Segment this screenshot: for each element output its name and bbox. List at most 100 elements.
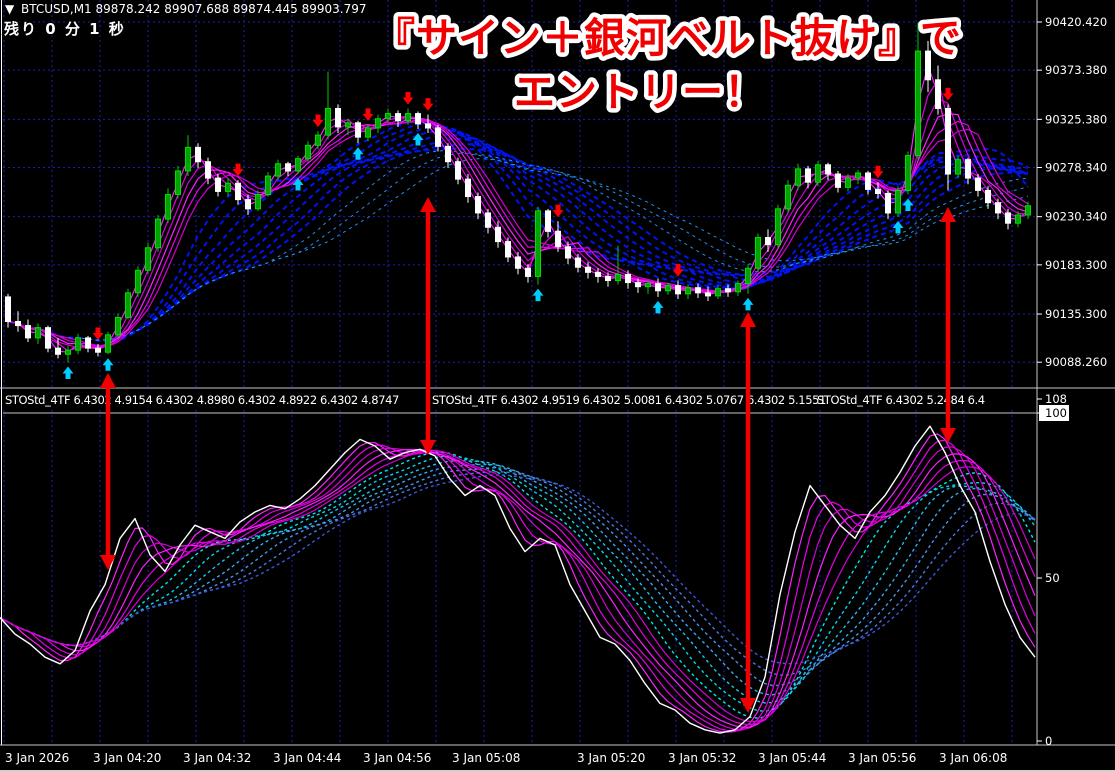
bull-candle	[535, 210, 541, 277]
bear-candle	[285, 163, 291, 172]
bear-candle	[985, 189, 991, 204]
bull-candle	[715, 288, 721, 297]
bear-candle	[475, 196, 481, 214]
bear-candle	[485, 212, 491, 228]
bear-candle	[585, 266, 591, 273]
bull-candle	[35, 327, 41, 339]
overlay-headline-line2: エントリー！	[514, 68, 766, 116]
bear-candle	[5, 296, 11, 322]
stoch-indicator-label-1: STOStd_4TF 6.4302 4.9154 6.4302 4.8980 6…	[5, 393, 399, 407]
bull-candle	[915, 50, 921, 157]
stoch-indicator-label-3: STOStd_4TF 6.4302 5.2484 6.4	[817, 393, 985, 407]
bear-candle	[465, 178, 471, 198]
bear-candle	[355, 122, 361, 138]
candles	[5, 22, 1031, 363]
bear-candle	[395, 113, 401, 122]
bull-candle	[255, 193, 261, 210]
price-axis-label: 90135.300	[1045, 307, 1107, 321]
bear-candle	[595, 271, 601, 277]
bear-candle	[625, 273, 631, 284]
bear-candle	[85, 337, 91, 349]
bull-candle	[375, 118, 381, 129]
time-axis-label: 3 Jan 04:56	[363, 751, 431, 765]
bull-candle	[365, 127, 371, 138]
buy-arrow	[532, 288, 544, 302]
bull-candle	[775, 208, 781, 246]
bear-candle	[695, 287, 701, 294]
annotation-overlay: 『サイン＋銀河ベルト抜け』で エントリー！	[370, 10, 966, 121]
signal-arrows	[62, 87, 954, 379]
bull-candle	[65, 349, 71, 355]
bear-candle	[15, 320, 21, 327]
stoch-axis-label: 0	[1045, 734, 1052, 748]
bear-candle	[525, 267, 531, 277]
bear-candle	[655, 283, 661, 292]
bear-candle	[935, 79, 941, 109]
bear-candle	[995, 202, 1001, 214]
bear-candle	[865, 172, 871, 190]
entry-connector-arrow	[740, 312, 756, 713]
sell-arrow	[872, 165, 884, 179]
sell-arrow	[402, 91, 414, 105]
bull-candle	[615, 273, 621, 282]
time-axis-label: 3 Jan 04:20	[93, 751, 161, 765]
bear-candle	[835, 173, 841, 188]
sell-arrow	[362, 108, 374, 121]
bull-candle	[305, 144, 311, 160]
bull-candle	[815, 164, 821, 183]
bear-candle	[205, 161, 211, 179]
bear-candle	[215, 177, 221, 192]
sell-arrow	[552, 204, 564, 218]
bear-candle	[415, 113, 421, 125]
bull-candle	[135, 269, 141, 294]
time-axis-label: 3 Jan 2026	[5, 751, 69, 765]
bear-candle	[705, 292, 711, 297]
bull-candle	[665, 285, 671, 292]
entry-connector-arrow	[420, 197, 436, 455]
stochastic-panel	[0, 425, 1036, 734]
bear-candle	[675, 285, 681, 295]
bear-candle	[245, 199, 251, 210]
price-axis-label: 90325.380	[1045, 112, 1107, 126]
buy-arrow	[352, 147, 364, 160]
bear-candle	[505, 241, 511, 258]
bull-candle	[265, 175, 271, 195]
bear-candle	[95, 347, 101, 353]
time-axis: 3 Jan 2026 3 Jan 04:20 3 Jan 04:32 3 Jan 04…	[5, 751, 1007, 765]
bull-candle	[735, 283, 741, 293]
buy-arrow	[62, 366, 74, 379]
bull-candle	[325, 107, 331, 136]
sell-arrow	[942, 87, 954, 101]
price-axis: 90420.420 90373.380 90325.380 90278.340 9023…	[1037, 15, 1107, 748]
time-axis-label: 3 Jan 05:08	[452, 751, 520, 765]
bear-candle	[805, 168, 811, 183]
bull-candle	[755, 237, 761, 269]
bear-candle	[45, 327, 51, 349]
bear-candle	[765, 237, 771, 246]
bear-candle	[605, 275, 611, 282]
sell-arrow	[422, 98, 434, 111]
time-axis-label: 3 Jan 05:56	[848, 751, 916, 765]
buy-arrow	[102, 358, 114, 371]
sell-arrow	[92, 327, 104, 341]
bear-candle	[945, 107, 951, 175]
stoch-axis-label: 100	[1045, 406, 1067, 420]
signal-connectors-layer	[100, 197, 956, 713]
entry-connector-arrow	[940, 207, 956, 443]
symbol-dropdown-icon[interactable]: ▼	[5, 2, 15, 16]
sell-arrow	[312, 114, 324, 127]
bull-candle	[845, 177, 851, 188]
bull-candle	[645, 283, 651, 288]
bear-candle	[55, 347, 61, 355]
bull-candle	[385, 113, 391, 120]
bull-candle	[905, 155, 911, 191]
bear-candle	[975, 177, 981, 191]
candle-countdown: 残り 0 分 1 秒	[4, 20, 126, 38]
time-axis-label: 3 Jan 05:20	[577, 751, 645, 765]
stoch-axis-label: 50	[1045, 571, 1060, 585]
bull-candle	[685, 287, 691, 295]
time-axis-label: 3 Jan 05:32	[668, 751, 736, 765]
